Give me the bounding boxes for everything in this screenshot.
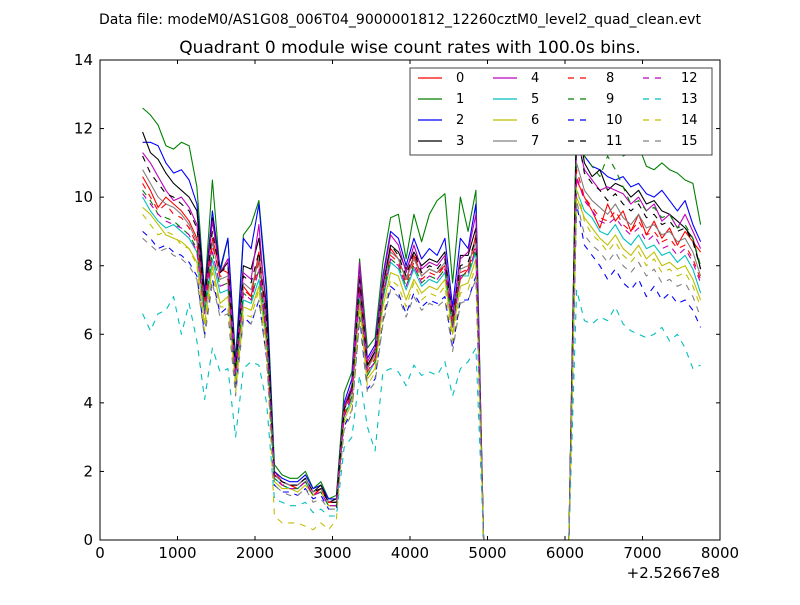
legend-label-11: 11	[606, 134, 623, 149]
axis-ticks: 0 1000 2000 3000 4000 5000 6000 7000 80000246810…	[74, 51, 739, 562]
series-line-13	[142, 289, 701, 541]
x-axis-offset-label: +2.52667e8	[627, 564, 720, 582]
file-title: Data file: modeM0/AS1G08_006T04_90000018…	[99, 12, 701, 28]
data-lines	[142, 104, 702, 541]
y-tick-label: 14	[74, 51, 93, 69]
y-tick-label: 10	[74, 188, 93, 206]
legend-label-2: 2	[456, 113, 464, 128]
plot-frame	[99, 59, 721, 541]
legend-label-9: 9	[606, 92, 614, 107]
legend-label-4: 4	[531, 71, 539, 86]
series-line-15	[142, 200, 702, 541]
x-tick-label: 8000	[701, 544, 739, 562]
y-tick-label: 6	[83, 325, 93, 343]
legend-label-15: 15	[681, 134, 698, 149]
legend-label-10: 10	[606, 113, 623, 128]
y-tick-label: 2	[83, 462, 93, 480]
series-line-11	[142, 128, 702, 541]
x-tick-label: 5000	[468, 544, 506, 562]
legend-label-14: 14	[681, 113, 698, 128]
y-tick-label: 0	[83, 531, 93, 549]
series-line-12	[142, 176, 702, 541]
legend-label-12: 12	[681, 71, 698, 86]
legend-label-3: 3	[456, 134, 464, 149]
series-line-8	[142, 169, 702, 541]
x-tick-label: 7000	[623, 544, 661, 562]
legend-label-0: 0	[456, 71, 464, 86]
legend-label-7: 7	[531, 134, 539, 149]
legend-label-8: 8	[606, 71, 614, 86]
series-line-5	[142, 189, 702, 541]
legend-label-6: 6	[531, 113, 539, 128]
x-tick-label: 4000	[391, 544, 429, 562]
x-tick-label: 2000	[236, 544, 274, 562]
x-tick-label: 6000	[546, 544, 584, 562]
y-tick-label: 4	[83, 394, 93, 412]
y-tick-label: 8	[83, 257, 93, 275]
legend-label-1: 1	[456, 92, 464, 107]
x-tick-label: 1000	[158, 544, 196, 562]
legend-box	[409, 67, 713, 156]
legend-label-13: 13	[681, 92, 698, 107]
x-tick-label: 0	[95, 544, 105, 562]
chart-title: Quadrant 0 module wise count rates with …	[179, 38, 640, 58]
legend-label-5: 5	[531, 92, 539, 107]
y-tick-label: 12	[74, 120, 93, 138]
x-tick-label: 3000	[313, 544, 351, 562]
